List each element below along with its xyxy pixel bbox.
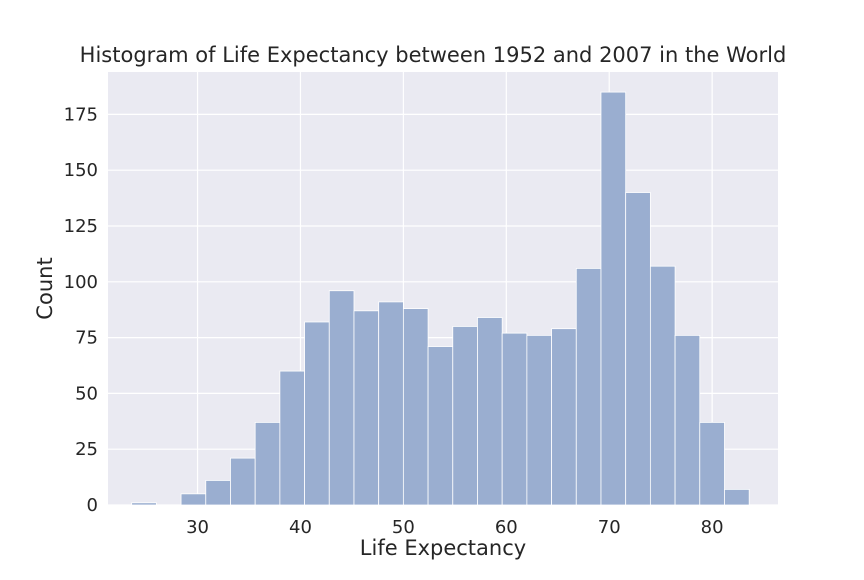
x-tick-label: 80 (701, 517, 724, 538)
histogram-bar (600, 91, 627, 506)
x-tick-label: 40 (289, 517, 312, 538)
histogram-bar (427, 346, 454, 506)
histogram-bar (551, 328, 577, 506)
x-tick-label: 30 (186, 517, 209, 538)
y-tick-label: 25 (75, 439, 98, 460)
histogram-bar (328, 290, 355, 506)
y-axis-label: Count (33, 257, 57, 319)
x-tick-label: 60 (495, 517, 518, 538)
histogram-bar (575, 268, 602, 506)
histogram-bar (254, 422, 281, 506)
chart-title: Histogram of Life Expectancy between 195… (80, 43, 787, 67)
y-tick-label: 175 (64, 104, 98, 125)
y-tick-label: 50 (75, 383, 98, 404)
histogram-bar (230, 457, 256, 506)
x-tick-label: 50 (392, 517, 415, 538)
histogram-bar (625, 192, 651, 506)
histogram-bar (501, 332, 528, 506)
bars (131, 91, 750, 506)
y-tick-label: 125 (64, 216, 98, 237)
histogram-bar (477, 317, 503, 506)
histogram-bar (131, 502, 157, 506)
histogram-bar (304, 321, 330, 506)
histogram-bar (205, 480, 231, 506)
histogram-bar (378, 301, 404, 506)
tick-labels: 30 40 50 60 70 80 0 25 50 75 100 125 150 175 (64, 104, 724, 538)
histogram-bar (180, 493, 207, 506)
histogram-bar (402, 308, 429, 506)
histogram-bar (649, 265, 676, 506)
histogram-bar (452, 326, 478, 506)
y-tick-label: 75 (75, 328, 98, 349)
x-axis-label: Life Expectancy (360, 536, 526, 560)
histogram-bar (724, 488, 750, 506)
histogram-bar (699, 422, 725, 506)
histogram-bar (526, 334, 552, 506)
histogram-bar (674, 334, 701, 506)
y-tick-label: 0 (87, 495, 98, 516)
x-tick-label: 70 (598, 517, 621, 538)
histogram-bar (279, 370, 305, 506)
histogram-bar (353, 310, 380, 506)
y-tick-label: 150 (64, 160, 98, 181)
y-tick-label: 100 (64, 272, 98, 293)
